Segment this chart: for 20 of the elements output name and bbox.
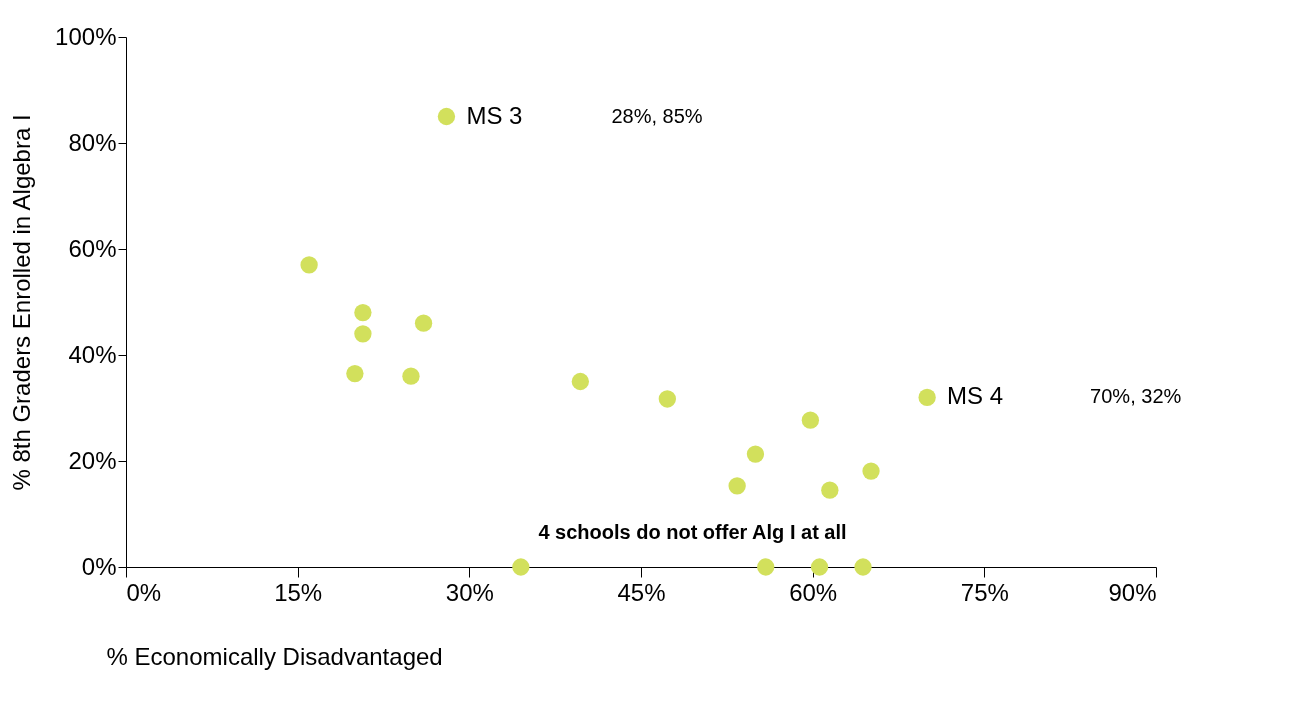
y-tick-label: 80% bbox=[68, 128, 117, 156]
x-tick-label: 45% bbox=[617, 578, 666, 606]
x-tick-label: 0% bbox=[126, 578, 162, 606]
x-tick-label: 90% bbox=[1108, 578, 1157, 606]
y-tick-label: 20% bbox=[68, 446, 117, 474]
x-axis-title: % Economically Disadvantaged bbox=[106, 642, 443, 670]
x-tick-label: 75% bbox=[960, 578, 1009, 606]
y-tick-label: 40% bbox=[68, 340, 117, 368]
y-axis-title: % 8th Graders Enrolled in Algebra I bbox=[8, 114, 36, 491]
x-tick-label: 30% bbox=[445, 578, 494, 606]
y-tick-label: 0% bbox=[81, 552, 117, 580]
x-tick-label: 15% bbox=[274, 578, 323, 606]
annotation: MS 3 bbox=[466, 101, 523, 129]
y-tick-label: 100% bbox=[55, 22, 117, 50]
annotation: 70%, 32% bbox=[1090, 385, 1182, 408]
annotation: 4 schools do not offer Alg I at all bbox=[538, 521, 847, 543]
annotation: MS 4 bbox=[947, 382, 1004, 410]
annotation: 28%, 85% bbox=[611, 104, 703, 127]
x-tick-label: 60% bbox=[789, 578, 838, 606]
y-tick-label: 60% bbox=[68, 234, 117, 262]
